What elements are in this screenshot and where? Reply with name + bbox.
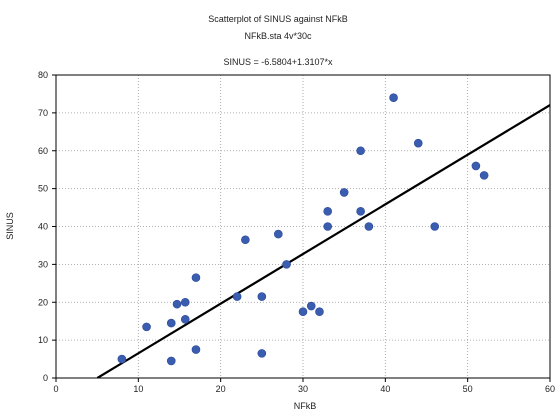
grid-lines [56,75,550,378]
x-tick-label: 30 [298,384,308,394]
y-tick-label: 30 [38,259,48,269]
data-points [117,93,489,366]
data-point [191,345,201,354]
data-point [430,222,440,231]
regression-equation: SINUS = -6.5804+1.3107*x [223,57,333,67]
x-tick-label: 50 [463,384,473,394]
x-tick-label: 10 [133,384,143,394]
y-tick-label: 10 [38,335,48,345]
data-point [257,349,267,358]
x-tick-label: 60 [545,384,555,394]
y-tick-label: 20 [38,297,48,307]
regression-line [96,104,550,378]
data-point [257,292,267,301]
regression-line-group [96,104,550,378]
y-axis-label: SINUS [5,212,15,240]
x-tick-label: 40 [380,384,390,394]
y-tick-label: 0 [43,373,48,383]
data-point [142,322,151,332]
data-point [166,356,176,366]
data-point [389,93,398,103]
data-point [315,307,324,317]
data-point [356,146,365,156]
y-axis-ticks: 0 10 20 30 40 50 60 70 80 [38,70,56,383]
data-point [172,299,182,309]
y-tick-label: 80 [38,70,48,80]
data-point [166,318,176,328]
data-point [306,301,316,311]
y-tick-label: 50 [38,184,48,194]
data-point [180,314,190,324]
data-point [282,260,291,269]
data-point [180,297,190,307]
data-point [191,273,201,282]
data-point [413,138,423,148]
x-axis-label: NFkB [294,401,317,411]
y-tick-label: 70 [38,108,48,118]
x-axis-ticks: 0 10 20 30 40 50 60 [53,378,555,394]
data-point [232,292,242,301]
chart-title: Scatterplot of SINUS against NFkB [208,14,348,24]
data-point [471,161,481,171]
data-point [273,229,283,239]
data-point [364,222,374,231]
data-point [241,235,250,245]
data-point [298,307,308,317]
x-tick-label: 20 [216,384,226,394]
data-point [356,207,365,216]
data-point [479,171,489,180]
x-tick-label: 0 [53,384,58,394]
data-point [117,354,127,364]
data-point [323,207,333,216]
y-tick-label: 60 [38,146,48,156]
data-point [323,222,333,231]
data-point [339,188,349,197]
y-tick-label: 40 [38,222,48,232]
chart-subtitle: NFkB.sta 4v*30c [244,31,312,41]
